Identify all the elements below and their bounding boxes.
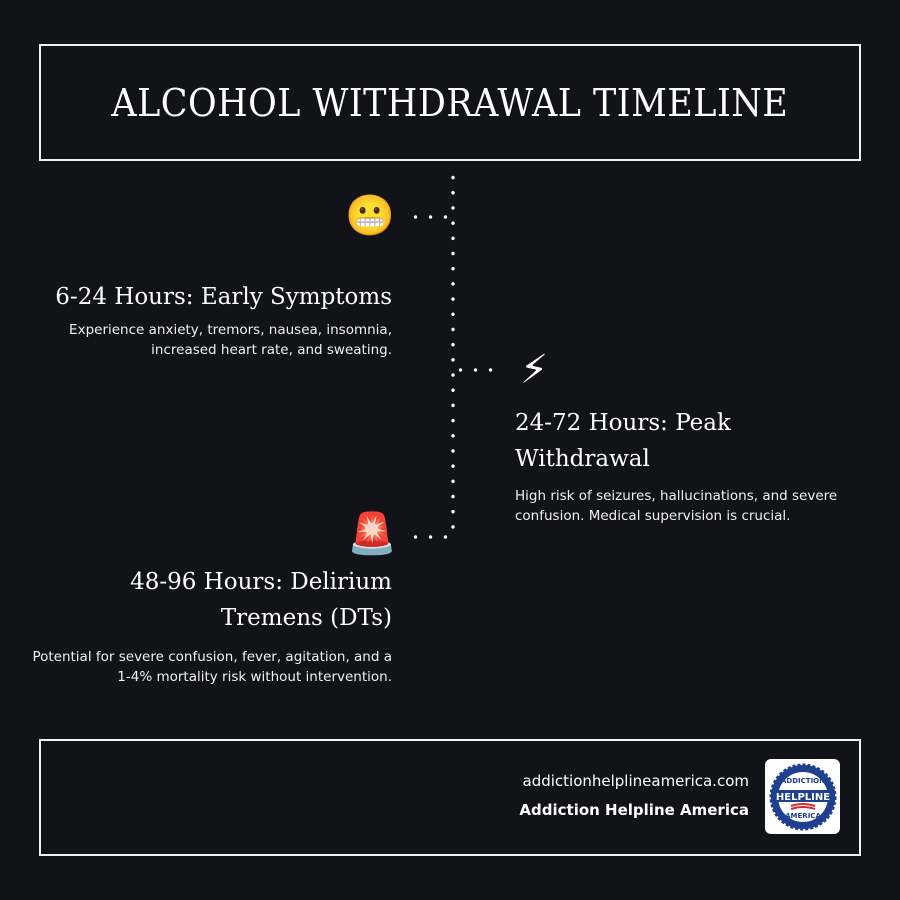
lightning-icon: ⚡ [520, 347, 549, 393]
stage-2-text: High risk of seizures, hallucinations, a… [515, 488, 838, 524]
website-link[interactable]: addictionhelplineamerica.com [522, 772, 750, 790]
connector-stage-2 [453, 368, 497, 372]
helpline-logo: ADDICTION HELPLINE AMERICA [765, 759, 840, 834]
page-title: ALCOHOL WITHDRAWAL TIMELINE [111, 80, 789, 125]
svg-text:AMERICA: AMERICA [785, 812, 821, 820]
grimacing-face-icon: 😬 [345, 193, 395, 239]
timeline-vertical-line [451, 170, 455, 540]
connector-stage-3 [408, 535, 452, 539]
stage-3-heading: 48-96 Hours: Delirium Tremens (DTs) [130, 569, 392, 631]
svg-text:HELPLINE: HELPLINE [775, 792, 829, 803]
footer: addictionhelplineamerica.com Addiction H… [39, 739, 861, 856]
stage-1-heading: 6-24 Hours: Early Symptoms [55, 284, 392, 310]
svg-text:ADDICTION: ADDICTION [781, 777, 825, 785]
helpline-seal-icon: ADDICTION HELPLINE AMERICA [769, 763, 836, 830]
stage-1-text: Experience anxiety, tremors, nausea, ins… [69, 322, 392, 358]
stage-2-heading: 24-72 Hours: Peak Withdrawal [515, 410, 731, 472]
stage-3-text: Potential for severe confusion, fever, a… [32, 649, 392, 685]
siren-icon: 🚨 [347, 511, 397, 557]
connector-stage-1 [408, 215, 452, 219]
title-box: ALCOHOL WITHDRAWAL TIMELINE [39, 44, 861, 161]
organization-name: Addiction Helpline America [519, 801, 749, 819]
